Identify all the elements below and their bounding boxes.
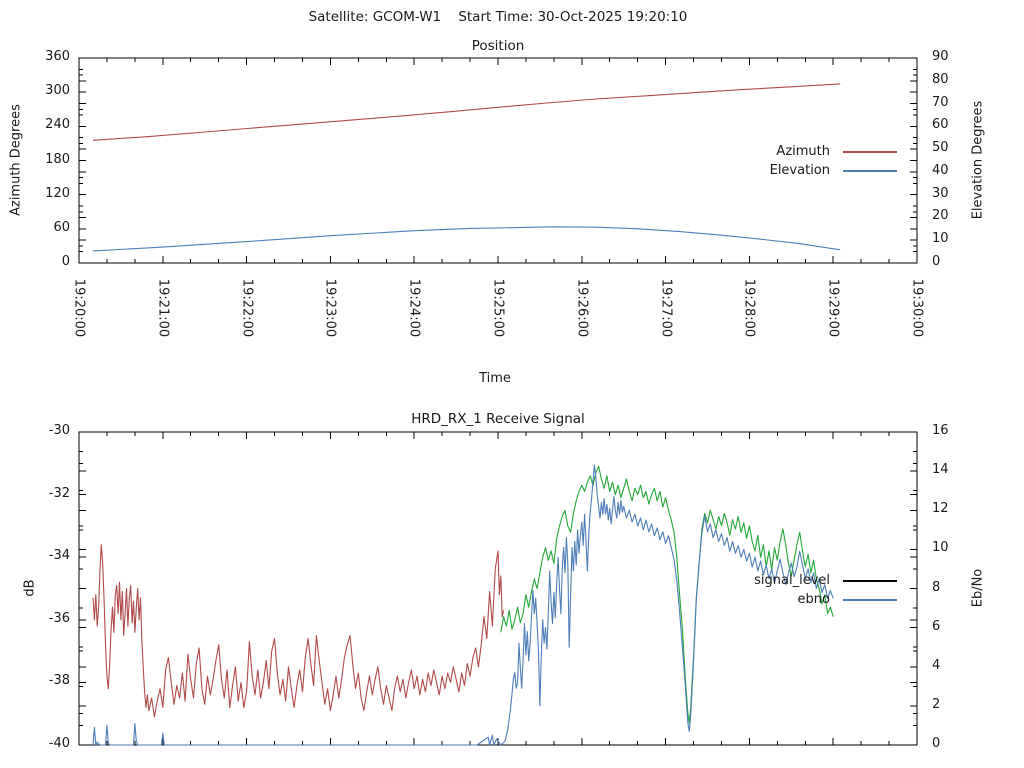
- legend-label-signal-level: signal_level: [754, 573, 830, 588]
- elevation-tick-label: 70: [932, 94, 949, 110]
- signal_level_locked-line: [500, 465, 834, 724]
- ebno-tick-label: 10: [932, 540, 949, 556]
- receive-legend: signal_level ebno: [660, 571, 897, 609]
- elevation-line: [92, 226, 841, 252]
- azimuth-tick-label: 180: [45, 151, 70, 167]
- ebno-tick-label: 14: [932, 462, 949, 478]
- db-tick-label: -30: [48, 423, 70, 438]
- db-tick-label: -40: [48, 736, 70, 751]
- azimuth-line: [92, 83, 841, 141]
- azimuth-tick-label: 0: [61, 254, 70, 269]
- x-tick-label: 19:27:00: [658, 278, 674, 338]
- elevation-tick-label: 90: [932, 49, 949, 64]
- ebno-tick-label: 6: [932, 618, 941, 634]
- signal-level-line-sample: [843, 579, 897, 582]
- receive-chart-title: HRD_RX_1 Receive Signal: [411, 411, 585, 427]
- time-axis-label: Time: [479, 371, 511, 386]
- db-tick-label: -36: [48, 610, 70, 626]
- elevation-tick-label: 10: [932, 231, 949, 247]
- azimuth-tick-label: 360: [45, 49, 70, 64]
- page-title: Satellite: GCOM-W1 Start Time: 30-Oct-20…: [308, 9, 688, 25]
- position-chart-title: Position: [471, 38, 525, 54]
- x-tick-label: 19:30:00: [909, 278, 925, 338]
- db-tick-label: -38: [48, 673, 70, 689]
- signal_level_pre_lock-line: [92, 544, 505, 718]
- legend-row-elevation: Elevation: [660, 161, 897, 180]
- ebno-line-sample: [843, 598, 897, 601]
- position-legend: Azimuth Elevation: [660, 142, 897, 180]
- legend-label-ebno: ebno: [797, 592, 830, 607]
- x-tick-label: 19:22:00: [239, 278, 255, 338]
- x-tick-label: 19:24:00: [406, 278, 422, 338]
- elevation-line-sample: [843, 169, 897, 172]
- legend-row-ebno: ebno: [660, 590, 897, 609]
- elevation-tick-label: 20: [932, 208, 949, 224]
- legend-row-signal-level: signal_level: [660, 571, 897, 590]
- azimuth-tick-label: 120: [45, 185, 70, 201]
- azimuth-tick-label: 60: [53, 219, 70, 235]
- legend-label-elevation: Elevation: [769, 163, 830, 178]
- elevation-tick-label: 80: [932, 71, 949, 87]
- ebno-tick-label: 4: [932, 657, 941, 673]
- x-tick-label: 19:29:00: [825, 278, 841, 338]
- db-tick-label: -32: [48, 485, 70, 501]
- axis-ticks: [78, 431, 918, 746]
- x-tick-label: 19:21:00: [155, 278, 171, 338]
- legend-label-azimuth: Azimuth: [776, 144, 830, 159]
- ebno-tick-label: 16: [932, 423, 949, 438]
- ebno-tick-label: 12: [932, 501, 949, 517]
- elevation-tick-label: 40: [932, 162, 949, 178]
- ebno-line: [92, 464, 834, 746]
- elevation-tick-label: 0: [932, 254, 941, 269]
- db-tick-label: -34: [48, 548, 70, 564]
- x-tick-label: 19:23:00: [322, 278, 338, 338]
- x-tick-label: 19:26:00: [574, 278, 590, 338]
- azimuth-line-sample: [843, 150, 897, 153]
- elevation-tick-label: 50: [932, 140, 949, 156]
- axis-ticks: [78, 57, 918, 264]
- legend-row-azimuth: Azimuth: [660, 142, 897, 161]
- x-tick-label: 19:28:00: [741, 278, 757, 338]
- elevation-tick-label: 60: [932, 117, 949, 133]
- x-tick-label: 19:25:00: [490, 278, 506, 338]
- azimuth-tick-label: 300: [45, 83, 70, 99]
- ebno-tick-label: 2: [932, 696, 941, 712]
- ebno-tick-label: 8: [932, 579, 941, 595]
- ebno-tick-label: 0: [932, 736, 941, 751]
- x-tick-label: 19:20:00: [71, 278, 87, 338]
- elevation-tick-label: 30: [932, 185, 949, 201]
- azimuth-tick-label: 240: [45, 117, 70, 133]
